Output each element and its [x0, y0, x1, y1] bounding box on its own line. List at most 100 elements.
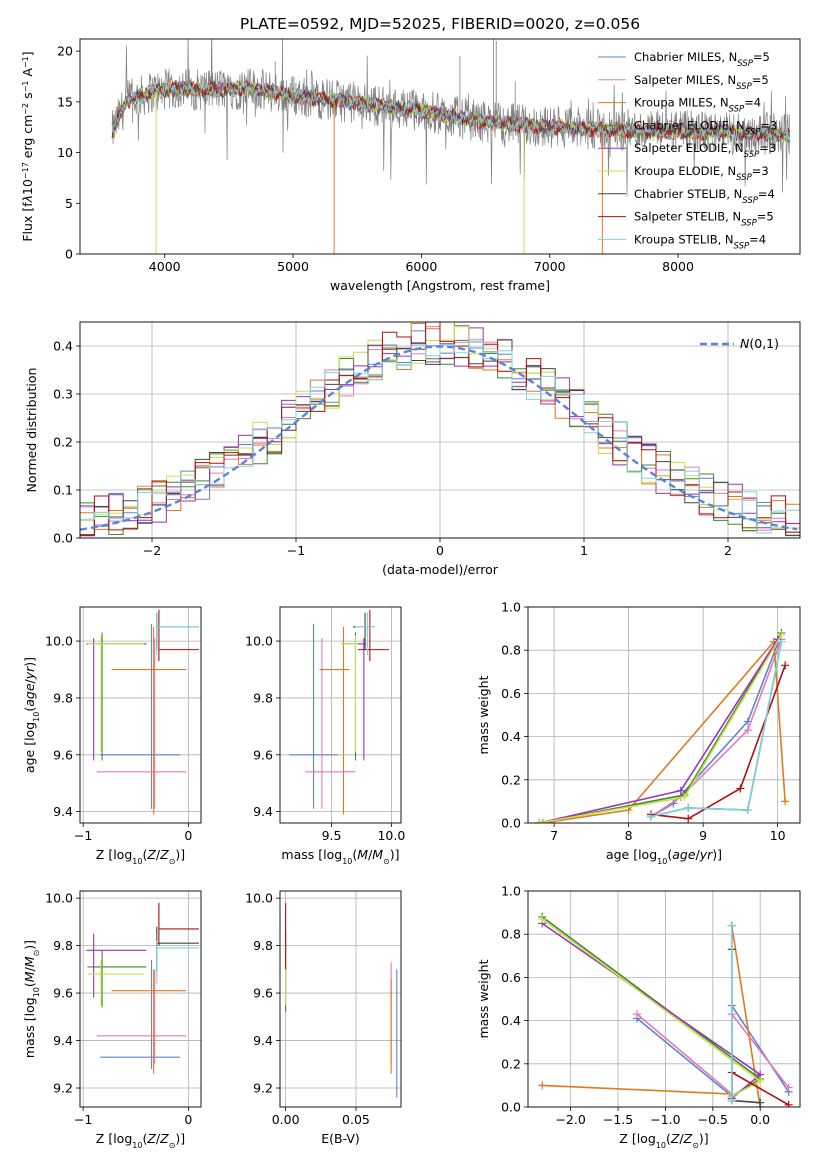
residual-histogram — [80, 341, 800, 534]
y-tick-label: 0.2 — [53, 435, 73, 450]
x-tick-label: 8000 — [662, 259, 694, 274]
normal-curve — [80, 345, 798, 531]
ticks: −1 0 9.4 9.6 9.8 10.0 — [45, 634, 192, 843]
weight-marker — [646, 812, 655, 821]
plot-area — [111, 39, 791, 254]
weight-marker — [538, 819, 547, 823]
grid — [280, 607, 401, 823]
y-tick-label: 10.0 — [245, 634, 273, 649]
y-tick-label: 10.0 — [45, 891, 73, 906]
residual-histogram — [80, 322, 800, 536]
panel-weight_vs_age: 7 8 9 10 0.0 0.2 0.4 0.6 0.8 1.0 age [log10(age/yr… — [476, 600, 801, 866]
weight-marker — [727, 921, 736, 930]
y-tick-label: 0.4 — [53, 339, 73, 354]
plot-area — [80, 322, 800, 537]
axes-frame — [79, 38, 801, 255]
x-tick-label: −1.5 — [603, 1112, 633, 1127]
x-tick-label: −1 — [287, 543, 305, 558]
weight-line — [650, 639, 783, 818]
weight-marker — [743, 806, 752, 815]
legend-label: Salpeter MILES, NSSP=5 — [634, 73, 769, 92]
axes-frame — [79, 890, 202, 1108]
plot-area — [285, 902, 398, 1098]
x-tick-label: 5000 — [277, 259, 309, 274]
residual-histogram — [80, 339, 800, 537]
weight-line — [541, 922, 762, 1100]
y-axis-label: Normed distribution — [24, 368, 39, 493]
y-tick-label: 0.2 — [501, 1056, 521, 1071]
x-tick-label: −1 — [74, 1112, 92, 1127]
y-tick-label: 0.1 — [53, 483, 73, 498]
weight-marker — [538, 1081, 547, 1090]
weight-marker — [756, 1098, 765, 1107]
grid — [80, 891, 201, 1107]
axes-frame — [279, 890, 402, 1108]
x-tick-label: 8 — [625, 828, 633, 843]
y-tick-label: 1.0 — [501, 600, 521, 615]
y-tick-label: 9.8 — [53, 938, 73, 953]
model-spectrum — [111, 80, 791, 143]
weight-marker — [756, 1077, 765, 1086]
plot-area — [86, 609, 199, 815]
ticks: 4000 5000 6000 7000 8000 0 5 10 15 20 — [57, 44, 694, 274]
weight-marker — [777, 637, 786, 646]
x-tick-label: 7 — [550, 828, 558, 843]
weight-marker — [680, 793, 689, 802]
y-tick-label: 9.6 — [253, 747, 273, 762]
y-tick-label: 9.8 — [253, 690, 273, 705]
y-tick-label: 0.6 — [501, 686, 521, 701]
y-tick-label: 9.6 — [53, 747, 73, 762]
y-tick-label: 9.4 — [253, 804, 273, 819]
y-tick-label: 0 — [65, 247, 73, 262]
y-tick-label: 0.0 — [501, 816, 521, 831]
grid — [280, 891, 401, 1107]
y-tick-label: 9.4 — [253, 1033, 273, 1048]
x-axis-label: E(B-V) — [321, 1131, 360, 1146]
axes-frame — [79, 321, 801, 539]
legend-label: Kroupa ELODIE, NSSP=3 — [634, 164, 769, 183]
x-axis-label: wavelength [Angstrom, rest frame] — [330, 278, 550, 293]
x-tick-label: −0.5 — [698, 1112, 728, 1127]
x-tick-label: −2.0 — [555, 1112, 585, 1127]
legend-label: Salpeter STELIB, NSSP=5 — [634, 210, 774, 229]
axes-frame — [79, 606, 202, 824]
weight-marker — [535, 819, 544, 823]
y-axis-label: mass [log10(M/M⊙)] — [22, 940, 41, 1058]
axes-frame — [527, 890, 801, 1108]
y-tick-label: 0.4 — [501, 1013, 521, 1028]
grid — [80, 607, 201, 823]
plot-area — [86, 902, 199, 1074]
y-tick-label: 0.4 — [501, 729, 521, 744]
y-tick-label: 0.0 — [501, 1100, 521, 1115]
panel-mass_vs_Z: −1 0 9.2 9.4 9.6 9.8 10.0 Z [log10(Z/Z⊙)] mass [… — [22, 890, 202, 1150]
weight-line — [650, 641, 783, 818]
legend: N(0,1) — [700, 336, 779, 351]
panel-weight_vs_Z: −2.0 −1.5 −1.0 −0.5 0.0 0.0 0.2 0.4 0.6 0.8 1.0 Z [… — [476, 884, 801, 1150]
grid — [528, 606, 800, 824]
weight-line — [542, 639, 786, 823]
weight-marker — [684, 803, 693, 812]
y-tick-label: 0.6 — [501, 970, 521, 985]
axes-frame — [527, 606, 801, 824]
y-tick-label: 10.0 — [245, 891, 273, 906]
x-axis-label: (data-model)/error — [382, 562, 499, 577]
x-tick-label: −1 — [74, 828, 92, 843]
x-axis-label: Z [log10(Z/Z⊙)] — [96, 1131, 185, 1150]
y-tick-label: 10.0 — [45, 634, 73, 649]
x-axis-label: mass [log10(M/M⊙)] — [281, 847, 399, 866]
weight-marker — [676, 786, 685, 795]
y-tick-label: 1.0 — [501, 884, 521, 899]
x-tick-label: 0 — [436, 543, 444, 558]
weight-line — [650, 665, 786, 820]
x-tick-label: 4000 — [149, 259, 181, 274]
plot-area — [535, 628, 790, 823]
y-tick-label: 9.8 — [53, 690, 73, 705]
x-tick-label: 10 — [770, 828, 786, 843]
panel-mass_vs_ebv: 0.00 0.05 9.2 9.4 9.6 9.8 10.0 E(B-V) — [245, 890, 402, 1146]
x-tick-label: 0 — [184, 828, 192, 843]
x-tick-label: 6000 — [405, 259, 437, 274]
plot-area — [538, 912, 793, 1107]
y-tick-label: 0.2 — [501, 772, 521, 787]
ticks: 7 8 9 10 0.0 0.2 0.4 0.6 0.8 1.0 — [501, 600, 786, 844]
